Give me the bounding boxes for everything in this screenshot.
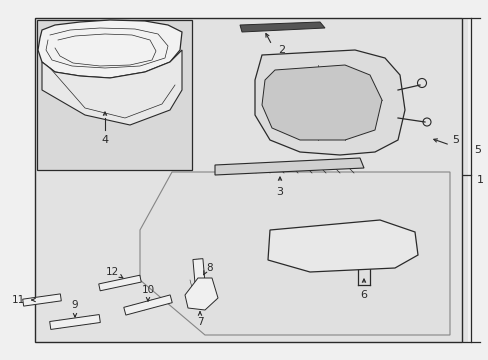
Text: 1: 1: [476, 175, 483, 185]
Polygon shape: [50, 315, 100, 329]
Polygon shape: [42, 50, 182, 125]
Text: 5: 5: [451, 135, 458, 145]
Polygon shape: [123, 295, 172, 315]
Text: 9: 9: [72, 300, 78, 310]
Polygon shape: [240, 22, 325, 32]
Polygon shape: [254, 50, 404, 155]
Text: 8: 8: [206, 263, 213, 273]
Text: 4: 4: [101, 135, 108, 145]
Text: 11: 11: [12, 295, 25, 305]
Text: 2: 2: [278, 45, 285, 55]
Polygon shape: [267, 220, 417, 272]
Polygon shape: [99, 275, 141, 291]
Polygon shape: [35, 18, 467, 342]
Text: 12: 12: [105, 267, 119, 277]
Polygon shape: [140, 172, 449, 335]
Text: 5: 5: [473, 145, 480, 155]
Polygon shape: [38, 20, 182, 78]
Text: 7: 7: [196, 317, 203, 327]
Polygon shape: [37, 20, 192, 170]
Text: 10: 10: [141, 285, 154, 295]
Polygon shape: [193, 258, 206, 307]
Polygon shape: [215, 158, 363, 175]
Polygon shape: [184, 278, 218, 310]
Polygon shape: [262, 65, 381, 140]
Text: 6: 6: [360, 290, 367, 300]
Polygon shape: [22, 294, 61, 306]
Text: 3: 3: [276, 187, 283, 197]
